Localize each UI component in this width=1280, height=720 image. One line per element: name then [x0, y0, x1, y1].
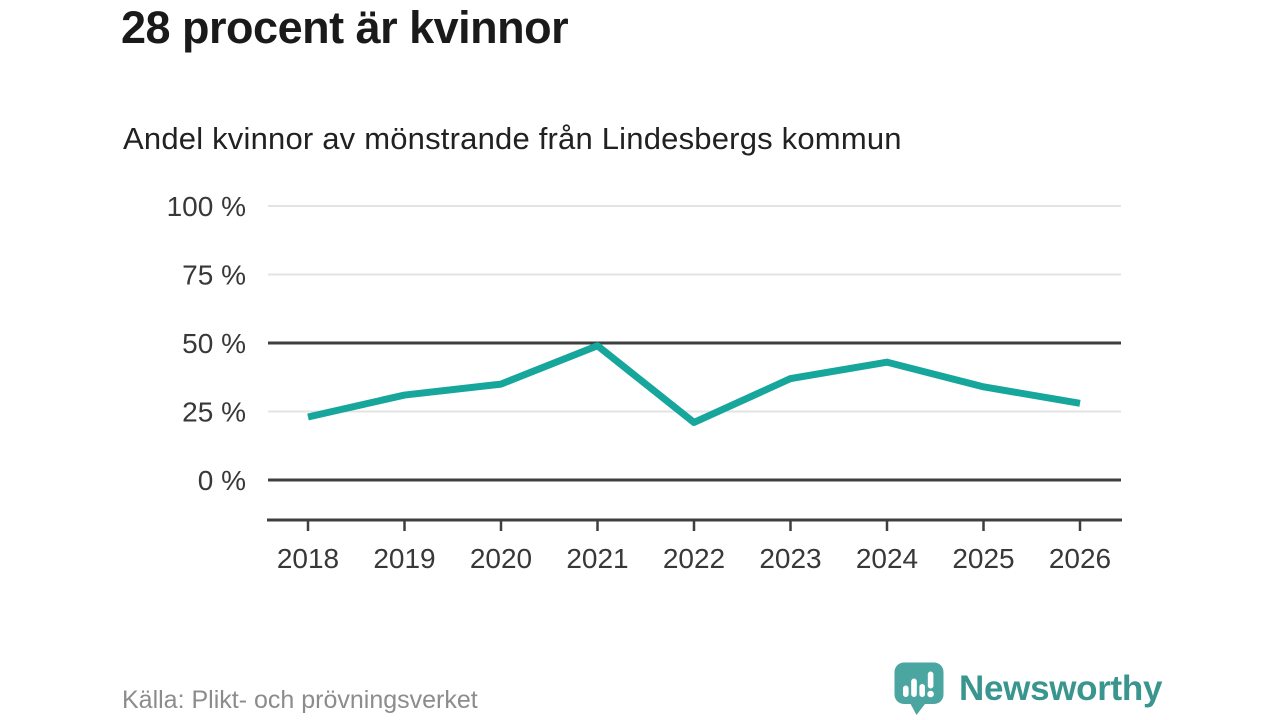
x-axis-label: 2022 [663, 543, 725, 574]
x-axis-label: 2026 [1049, 543, 1111, 574]
x-axis-label: 2019 [373, 543, 435, 574]
x-axis-label: 2020 [470, 543, 532, 574]
logo-exclamation-bar [927, 671, 934, 689]
x-axis-label: 2018 [277, 543, 339, 574]
source-note: Källa: Plikt- och prövningsverket [122, 686, 478, 714]
y-axis-label: 75 % [182, 260, 246, 291]
logo-exclamation-dot [927, 690, 934, 698]
logo-bar-1 [903, 685, 909, 697]
data-line-series [307, 342, 1081, 426]
logo-bubble-tail [909, 702, 927, 715]
logo-bar-2 [911, 678, 917, 697]
logo-speech-bubble [894, 662, 944, 704]
newsworthy-logo-text: Newsworthy [959, 668, 1163, 708]
x-axis-label: 2021 [566, 543, 628, 574]
x-axis-label: 2025 [952, 543, 1014, 574]
y-axis-label: 25 % [182, 397, 246, 428]
y-axis-label: 100 % [167, 191, 246, 222]
x-axis-label: 2023 [759, 543, 821, 574]
x-axis-label: 2024 [856, 543, 918, 574]
y-axis-label: 0 % [198, 465, 246, 496]
logo-bar-3 [919, 684, 925, 697]
newsworthy-logo-icon [894, 662, 944, 715]
newsworthy-logo: Newsworthy [893, 661, 1162, 716]
chart-title: 28 procent är kvinnor [121, 2, 569, 53]
chart-subtitle: Andel kvinnor av mönstrande från Lindesb… [123, 121, 902, 156]
y-axis-label: 50 % [182, 328, 246, 359]
